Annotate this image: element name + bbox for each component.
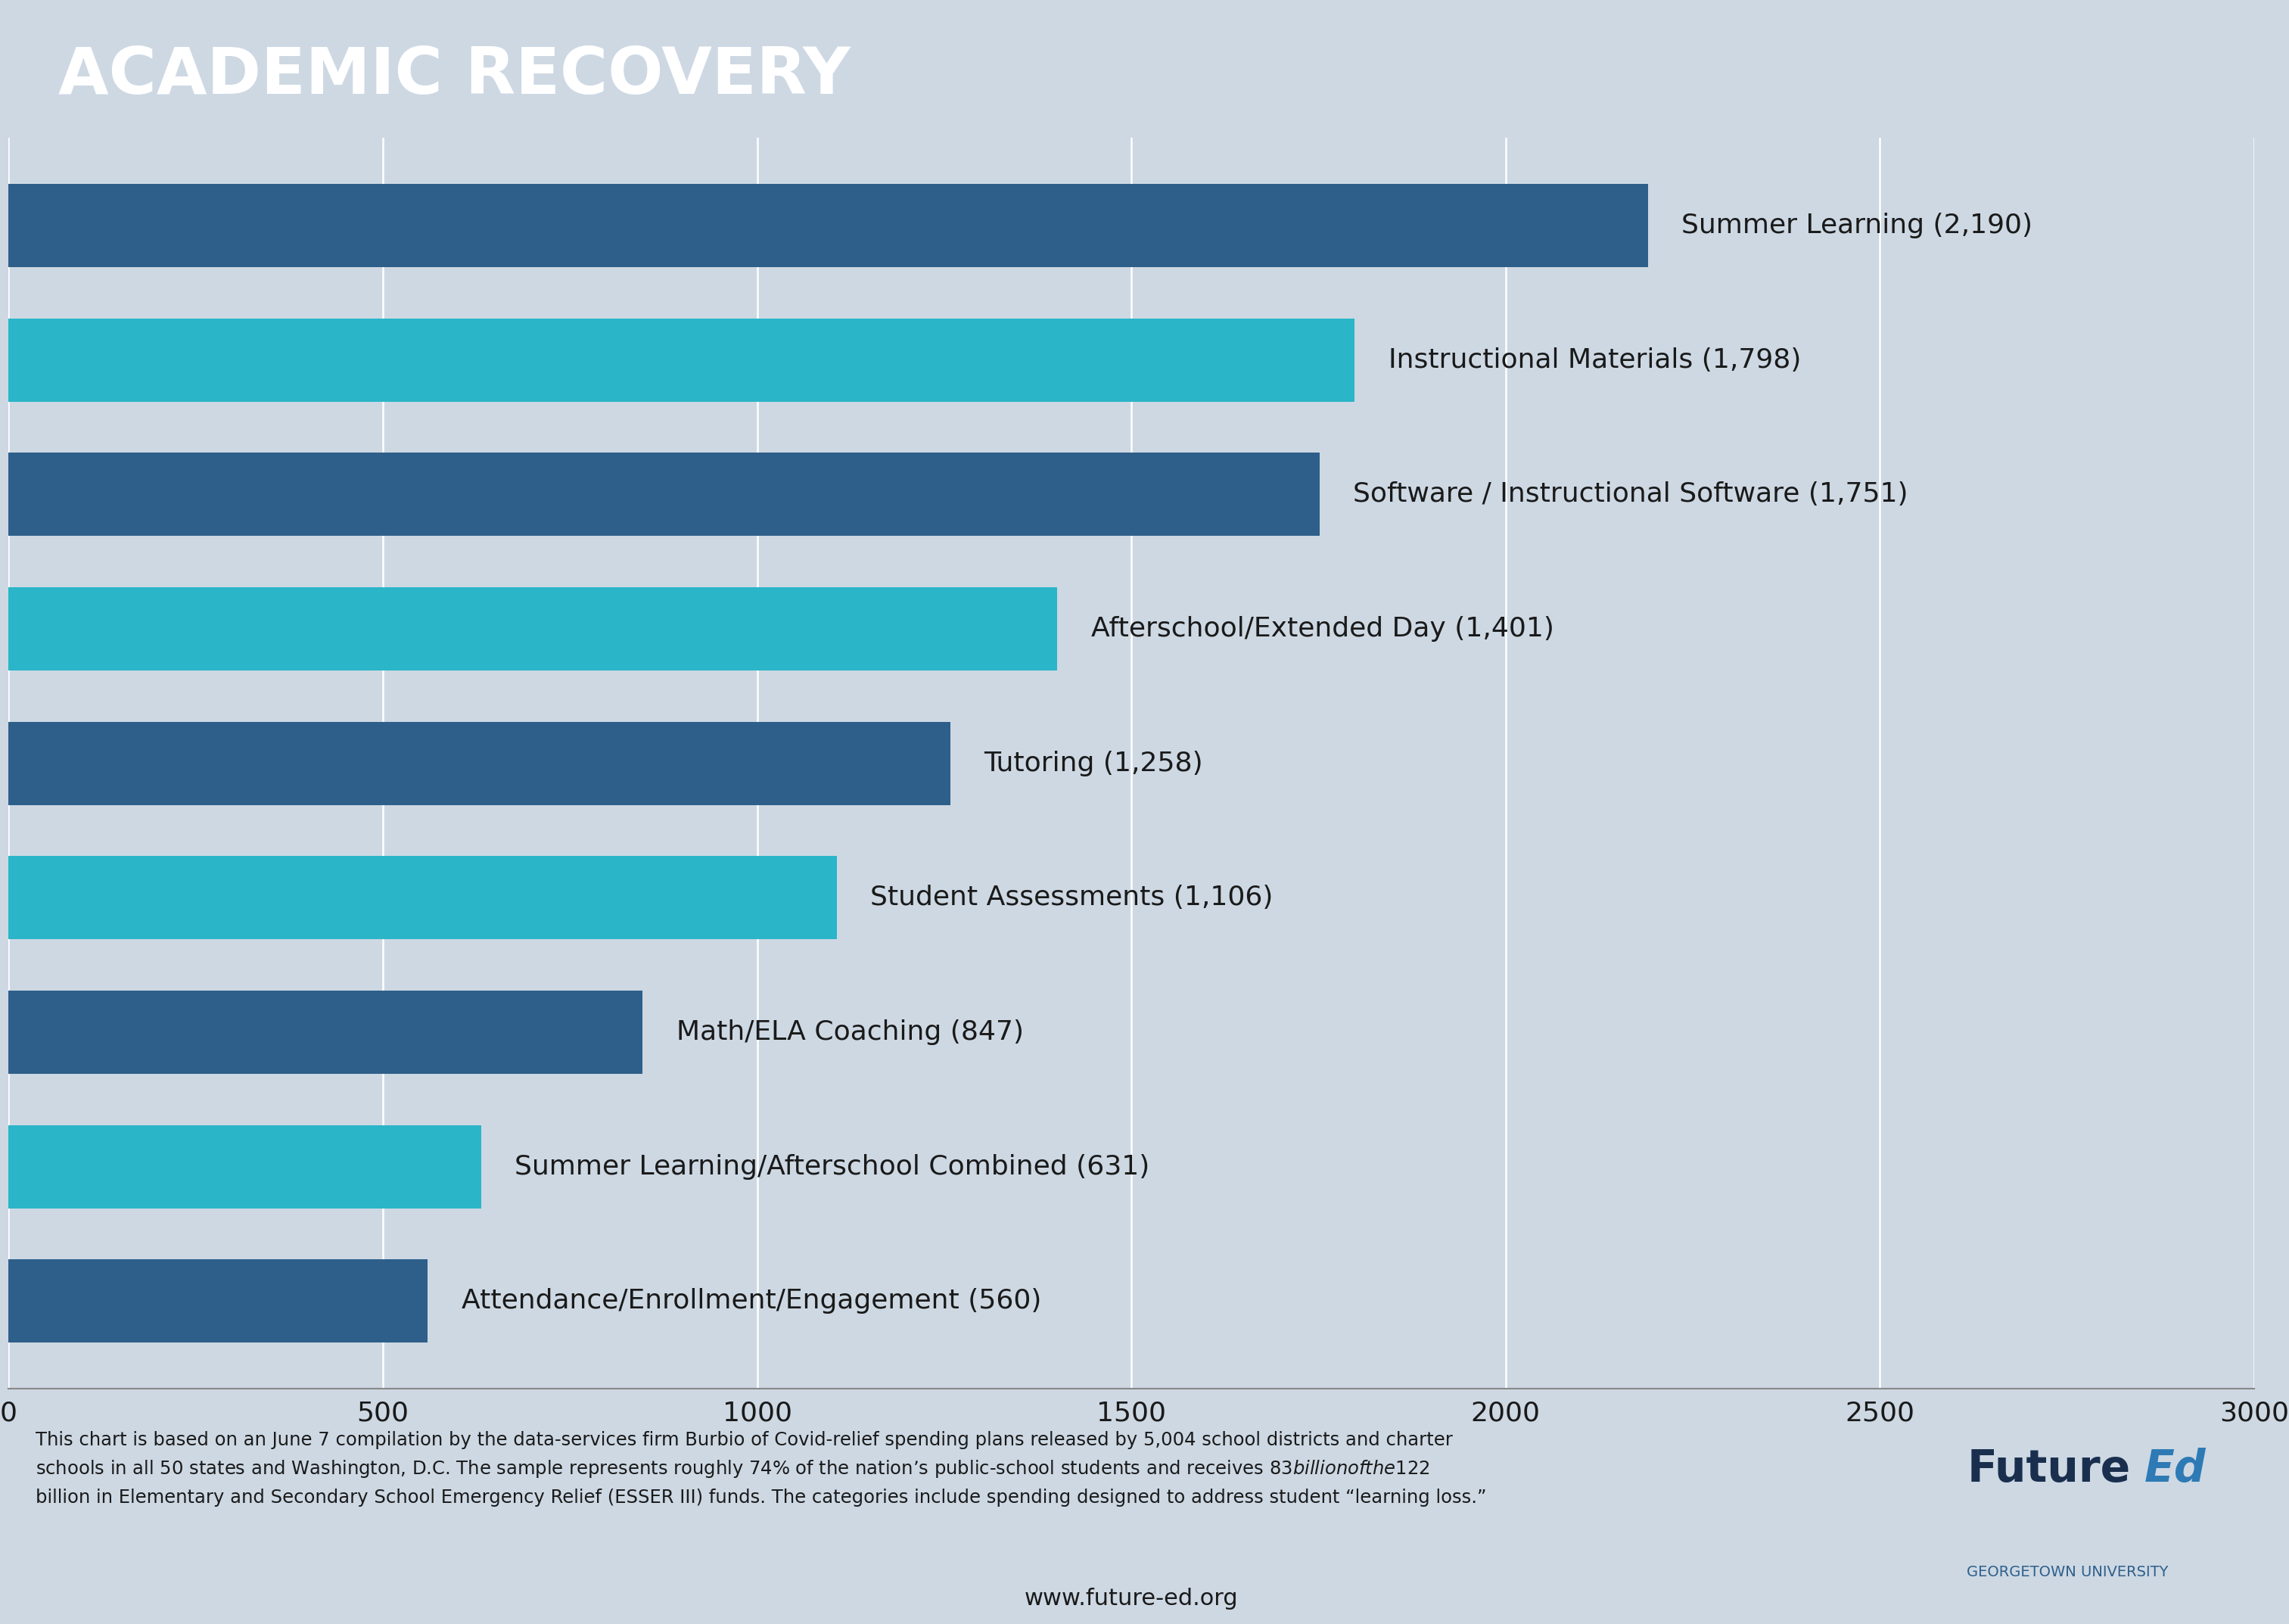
- Text: ACADEMIC RECOVERY: ACADEMIC RECOVERY: [57, 44, 849, 107]
- Bar: [9, 453, 1318, 536]
- Text: Afterschool/Extended Day (1,401): Afterschool/Extended Day (1,401): [1092, 615, 1554, 641]
- Text: Student Assessments (1,106): Student Assessments (1,106): [870, 885, 1273, 911]
- Bar: [9, 318, 1355, 401]
- Bar: [9, 721, 950, 806]
- Text: This chart is based on an June 7 compilation by the data-services firm Burbio of: This chart is based on an June 7 compila…: [37, 1431, 1486, 1507]
- Bar: [9, 1260, 428, 1343]
- Text: Summer Learning/Afterschool Combined (631): Summer Learning/Afterschool Combined (63…: [515, 1153, 1149, 1179]
- Text: Ed: Ed: [2145, 1447, 2207, 1491]
- Text: www.future-ed.org: www.future-ed.org: [1025, 1588, 1238, 1609]
- Text: Attendance/Enrollment/Engagement (560): Attendance/Enrollment/Engagement (560): [462, 1288, 1041, 1314]
- Text: Instructional Materials (1,798): Instructional Materials (1,798): [1387, 348, 1801, 374]
- Text: Software / Instructional Software (1,751): Software / Instructional Software (1,751…: [1353, 481, 1909, 507]
- Text: Future: Future: [1966, 1447, 2131, 1491]
- Bar: [9, 856, 835, 939]
- Bar: [9, 991, 643, 1073]
- Text: Math/ELA Coaching (847): Math/ELA Coaching (847): [675, 1020, 1023, 1046]
- Text: GEORGETOWN UNIVERSITY: GEORGETOWN UNIVERSITY: [1966, 1566, 2168, 1580]
- Text: Summer Learning (2,190): Summer Learning (2,190): [1682, 213, 2033, 239]
- Bar: [9, 184, 1648, 266]
- Bar: [9, 588, 1058, 671]
- Text: Tutoring (1,258): Tutoring (1,258): [984, 750, 1204, 776]
- Bar: [9, 1125, 481, 1208]
